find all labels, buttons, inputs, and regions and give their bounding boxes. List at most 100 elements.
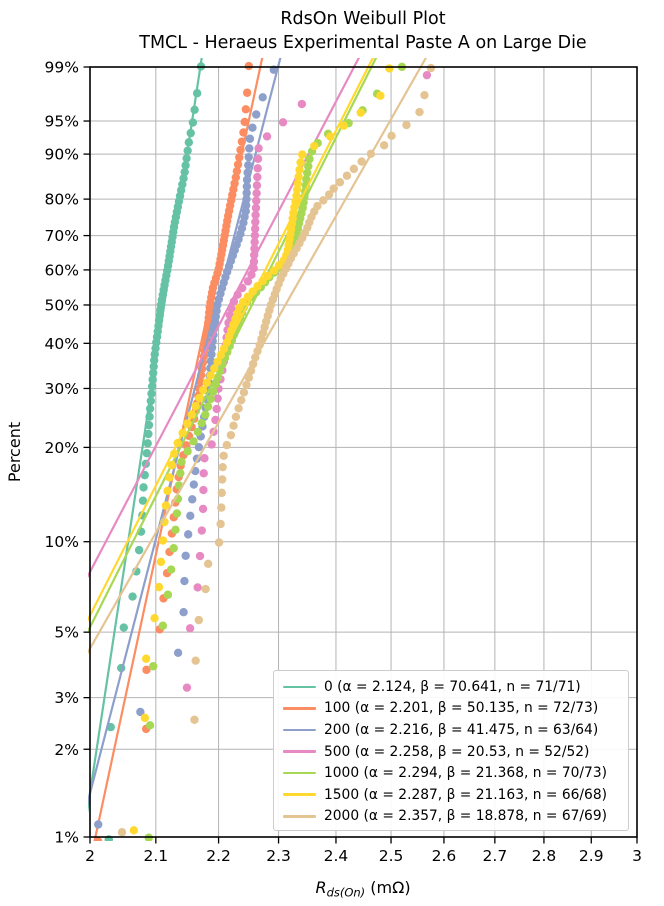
scatter-point [251,353,260,362]
legend-entry-0: 0 (α = 2.124, β = 70.641, n = 71/71) [274,676,628,698]
scatter-point [249,264,258,273]
legend-box: 0 (α = 2.124, β = 70.641, n = 71/71) 100 … [273,670,629,831]
scatter-point [426,63,436,73]
scatter-point [366,149,376,158]
y-tick-label: 99% [45,59,79,77]
fit-line-1500 [88,58,375,622]
scatter-point [200,454,209,463]
scatter-point [415,107,424,117]
scatter-point [203,559,213,569]
scatter-point [191,656,200,665]
scatter-point [193,427,202,437]
y-tick-label: 50% [45,296,79,314]
scatter-point [213,357,222,366]
legend-entry-1000: 1000 (α = 2.294, β = 21.368, n = 70/73) [274,762,628,784]
scatter-point [237,137,247,146]
scatter-point [142,449,152,458]
legend-entry-500: 500 (α = 2.258, β = 20.53, n = 52/52) [274,741,628,763]
scatter-point [250,224,260,233]
series-0 [88,58,206,841]
scatter-point [185,624,195,633]
scatter-point [238,298,248,307]
scatter-point [243,292,253,302]
y-tick-label: 2% [54,741,79,759]
scatter-point [193,583,202,592]
scatter-point [249,257,259,266]
scatter-point [138,496,148,505]
scatter-point [149,662,158,671]
scatter-point [292,191,301,200]
legend-line-sample [283,750,316,753]
chart-subtitle: TMCL - Heraeus Experimental Paste A on L… [138,33,586,53]
scatter-point [252,181,262,190]
scatter-point [170,449,179,458]
scatter-point [402,120,411,130]
scatter-point [188,495,197,504]
series-100 [93,58,264,841]
scatter-point [250,231,260,240]
scatter-point [158,621,168,630]
scatter-point [251,217,260,227]
scatter-point [197,526,207,535]
legend-entry-1500: 1500 (α = 2.287, β = 21.163, n = 66/68) [274,784,628,806]
scatter-point [183,146,192,155]
fit-line-1000 [88,58,378,634]
x-axis-label: Rds(On) (mΩ) [315,878,410,900]
scatter-point [319,196,328,205]
scatter-point [422,70,432,80]
scatter-point [145,412,154,421]
scatter-point [342,171,352,180]
scatter-point [163,486,172,496]
scatter-point [216,350,226,360]
scatter-point [179,607,188,617]
scatter-point [298,150,307,159]
scatter-point [147,389,156,398]
scatter-point [144,429,153,439]
scatter-point [181,161,190,170]
scatter-point [206,371,215,380]
x-label-unit: (mΩ) [365,878,410,897]
scatter-point [227,304,236,313]
scatter-point [236,145,245,155]
scatter-point [349,164,359,174]
series-1500 [88,58,394,835]
x-label-symbol: R [315,878,326,897]
scatter-point [186,128,195,138]
legend-label: 100 (α = 2.201, β = 50.135, n = 72/73) [324,700,599,717]
x-tick-label: 2.2 [206,847,231,865]
scatter-point [238,283,247,293]
scatter-point [198,385,208,395]
scatter-point [158,536,168,545]
x-tick-label: 2.7 [483,847,508,865]
scatter-point [263,271,273,281]
scatter-point [206,356,216,366]
scatter-point [292,185,302,194]
scatter-point [324,190,334,199]
scatter-point [188,118,198,127]
y-tick-label: 95% [45,113,79,131]
x-tick-label: 2.9 [579,847,604,865]
series-500 [88,58,432,692]
axis-tick-labels: 2 2.1 2.2 2.3 2.4 2.5 2.6 2.7 2.8 2.9 3 1% 2% 3% 5% 10%… [45,59,642,866]
scatter-point [217,488,226,498]
scatter-point [134,545,144,555]
scatter-point [219,344,229,353]
scatter-point [295,165,304,174]
scatter-point [180,576,189,586]
scatter-point [251,210,260,220]
series-layer [88,58,436,841]
scatter-point [128,592,137,601]
y-tick-label: 30% [45,380,79,398]
scatter-point [177,457,186,467]
scatter-point [94,820,103,829]
scatter-point [294,172,303,181]
scatter-point [242,88,252,97]
scatter-point [216,519,225,529]
chart-title: RdsOn Weibull Plot [280,9,445,29]
scatter-point [262,132,272,141]
scatter-point [237,395,246,405]
scatter-point [149,362,158,371]
scatter-point [229,297,239,306]
scatter-point [93,837,103,841]
scatter-point [231,173,241,182]
